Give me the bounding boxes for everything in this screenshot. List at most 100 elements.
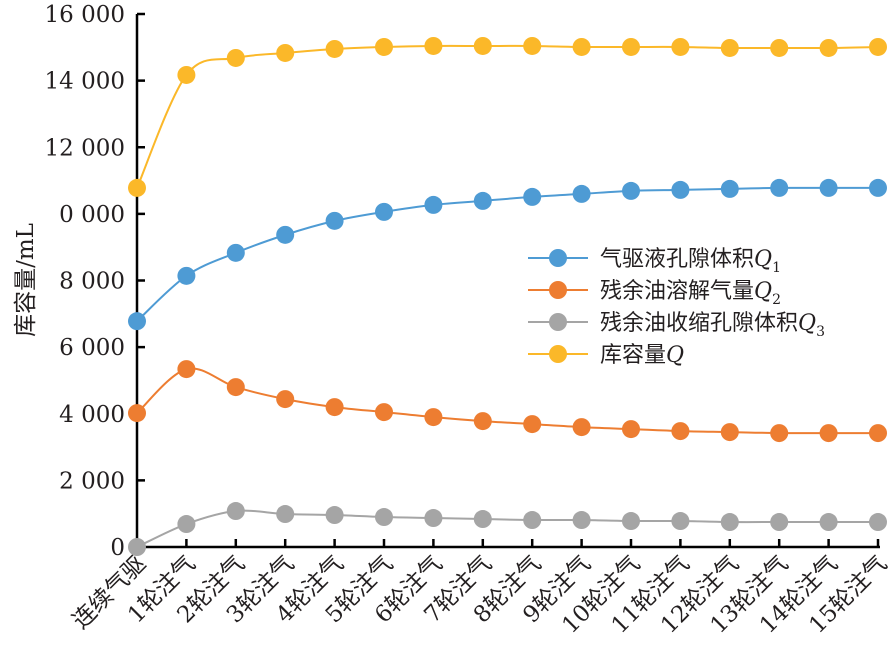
data-point [770,178,789,197]
y-tick-label: 16 000 [45,2,125,28]
legend-marker [549,345,567,363]
data-point [869,513,887,532]
y-axis-label: 库容量/mL [13,223,39,337]
data-point [177,65,196,84]
y-tick-label: 0 000 [59,202,125,228]
data-point [325,398,344,417]
legend-marker [549,281,567,299]
legend-label: 残余油收缩孔隙体积Q3 [600,311,825,340]
data-point [720,38,739,57]
data-point [572,418,591,437]
series-markers [128,36,887,556]
data-point [424,408,443,427]
data-point [720,513,739,532]
data-point [226,502,245,521]
data-point [572,184,591,203]
data-point [276,505,295,524]
data-point [622,512,640,531]
y-tick-label: 2 000 [59,468,125,494]
data-point [869,178,887,197]
data-point [671,512,690,531]
data-point [276,225,295,244]
data-point [128,404,146,423]
data-point [770,424,789,443]
data-point [276,43,295,62]
data-point [177,515,196,534]
data-point [671,37,690,56]
legend-subscript: 1 [772,260,781,276]
data-point [424,195,443,214]
data-point [128,178,146,197]
data-point [572,511,591,530]
data-point [325,506,344,525]
data-point [671,180,690,199]
data-point [177,266,196,285]
data-point [720,179,739,198]
data-point [128,538,146,556]
legend-symbol: Q [754,279,772,304]
data-point [226,48,245,67]
data-point [523,187,542,206]
legend-name: 残余油溶解气量 [600,279,754,304]
data-point [177,360,196,379]
y-tick-label: 4 000 [59,402,125,428]
data-point [622,37,640,56]
legend-name: 气驱液孔隙体积 [600,247,754,272]
data-point [622,420,640,439]
data-point [572,37,591,56]
legend-symbol: Q [666,343,684,368]
data-point [819,178,838,197]
data-point [671,422,690,441]
data-point [770,513,789,532]
data-point [375,37,393,56]
data-point [276,390,295,409]
y-tick-label: 6 000 [59,335,125,361]
y-tick-label: 12 000 [45,135,125,161]
data-point [523,511,542,530]
series-line-1 [136,186,878,322]
legend-label: 库容量Q [600,343,684,368]
data-point [473,412,492,431]
data-point [473,510,492,529]
series-line-2 [136,367,878,435]
data-point [325,211,344,230]
data-point [770,38,789,57]
data-point [473,36,492,55]
data-point [523,415,542,434]
data-point [720,423,739,442]
legend-subscript: 2 [772,292,781,308]
y-tick-label: 14 000 [45,69,125,95]
data-point [325,39,344,58]
data-point [375,508,393,527]
data-point [128,312,146,331]
legend-subscript: 3 [816,324,825,340]
legend-name: 库容量 [600,343,666,368]
legend-marker [549,249,567,267]
data-point [869,37,887,56]
legend-label: 气驱液孔隙体积Q1 [600,247,781,276]
data-point [869,424,887,443]
data-point [226,243,245,262]
y-tick-label: 8 000 [59,269,125,295]
legend-name: 残余油收缩孔隙体积 [600,311,798,336]
data-point [375,403,393,422]
legend-symbol: Q [754,247,772,272]
data-point [375,202,393,221]
series-line-4 [136,44,879,189]
legend-label: 残余油溶解气量Q2 [600,279,781,308]
legend-marker [549,313,567,331]
data-point [819,424,838,443]
y-tick-label: 0 [110,535,125,561]
legend-symbol: Q [798,311,816,336]
data-point [424,36,443,55]
data-point [819,513,838,532]
data-point [819,38,838,57]
data-point [226,378,245,397]
data-point [622,181,640,200]
data-point [473,191,492,210]
data-point [424,509,443,528]
series-line-3 [136,509,878,548]
data-point [523,36,542,55]
